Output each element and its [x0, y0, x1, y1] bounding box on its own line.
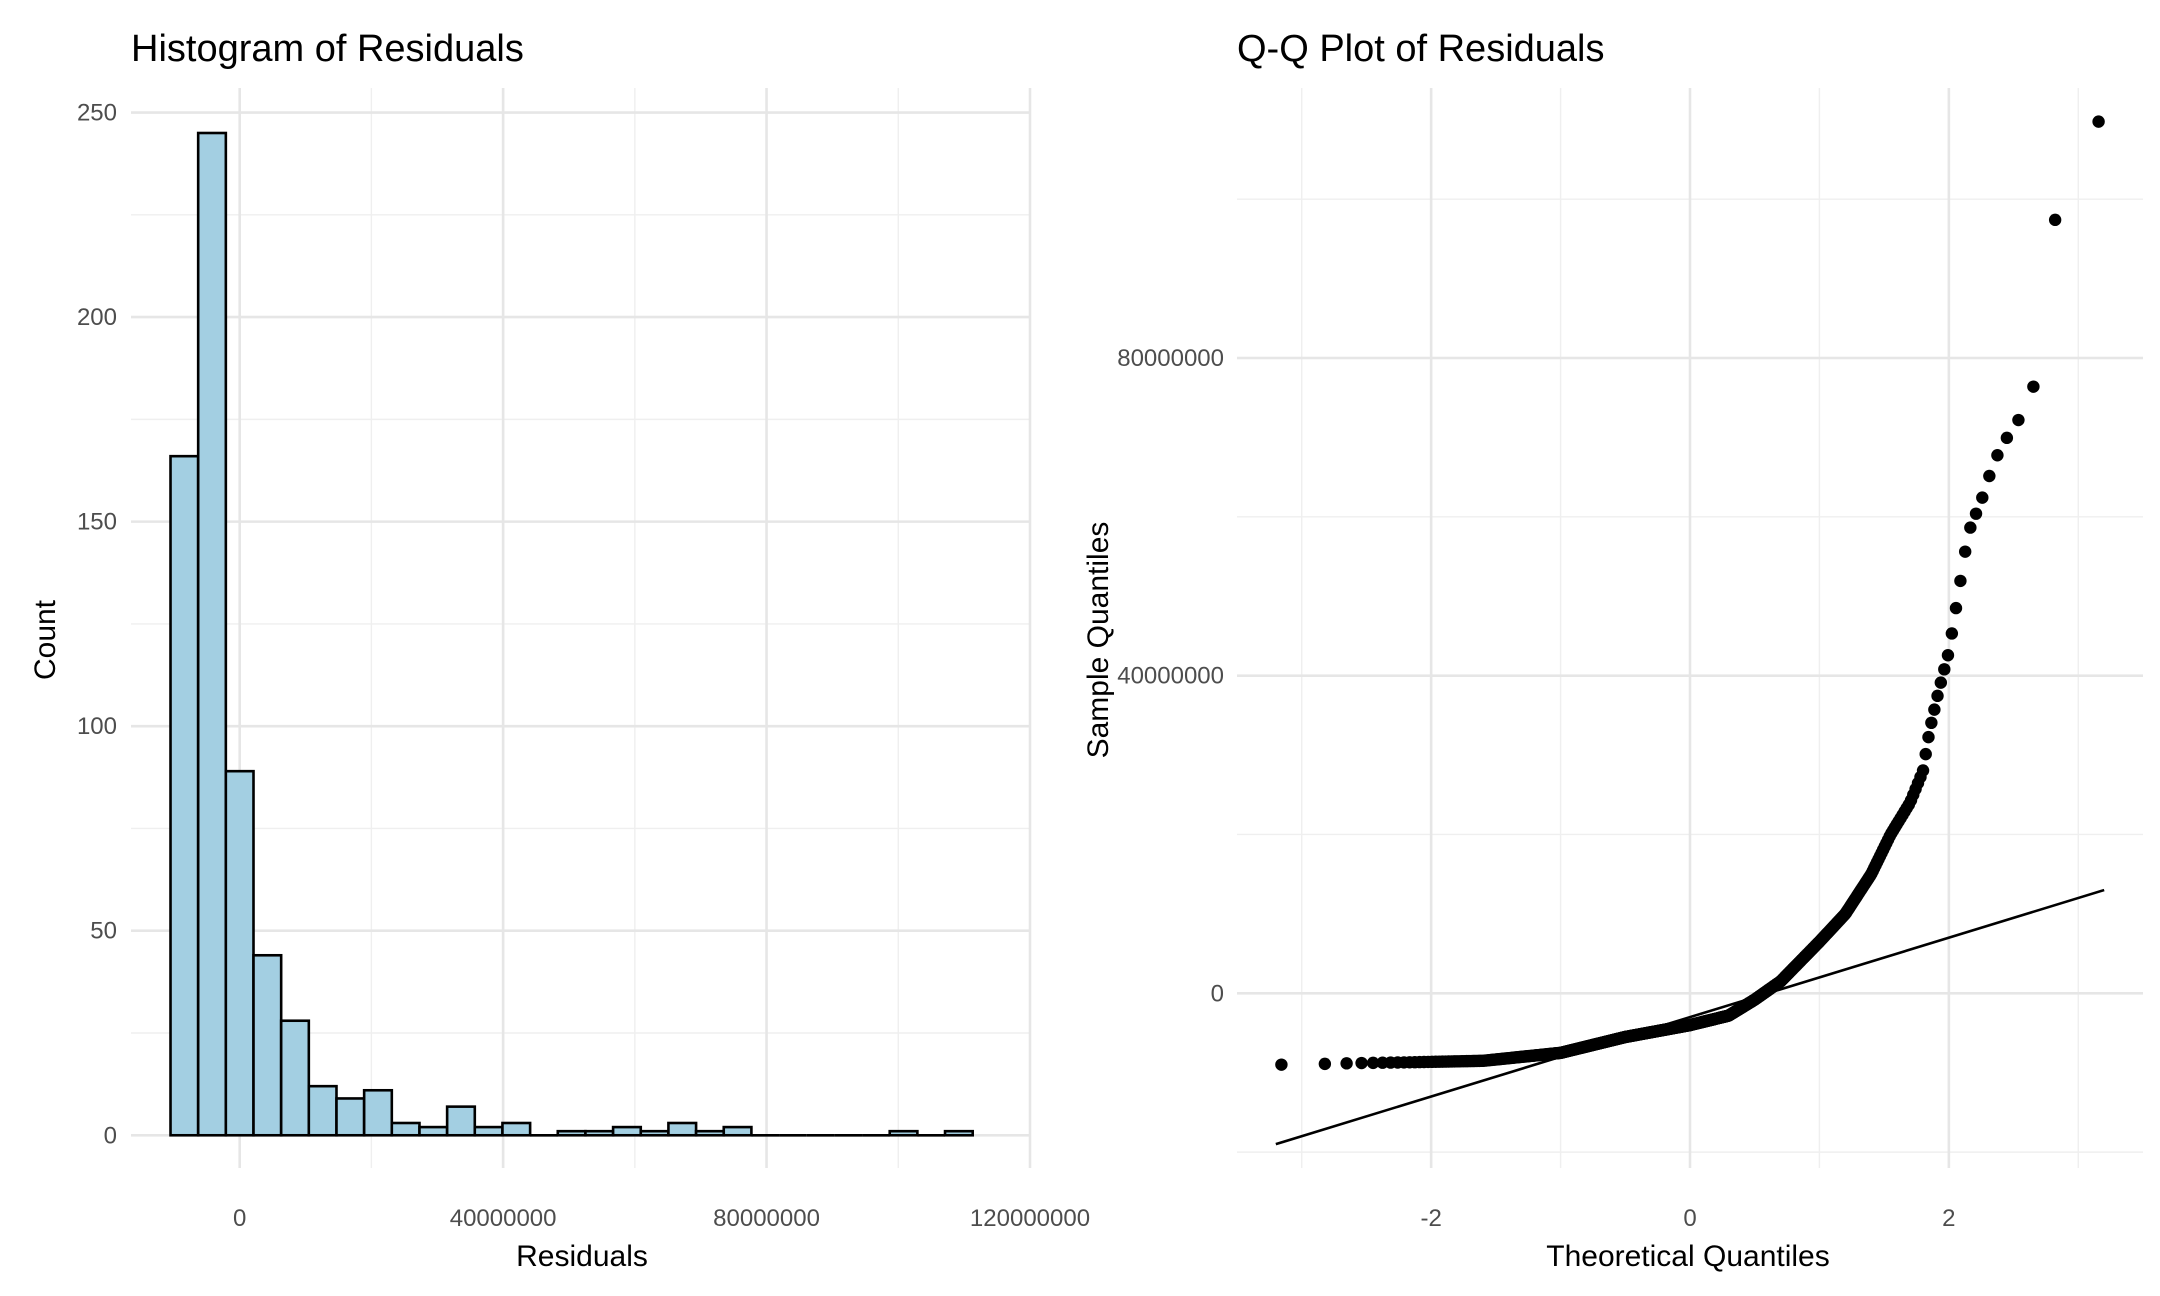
- histogram-bar: [694, 1129, 726, 1137]
- histogram-y-tick-label: 100: [77, 713, 117, 740]
- qq-plot-point: [1983, 469, 1996, 483]
- qq-plot-y-tick-label: 40000000: [1117, 663, 1224, 690]
- histogram-bars: [169, 131, 975, 1137]
- qq-plot-title: Q-Q Plot of Residuals: [1237, 28, 1604, 70]
- histogram-y-ticks: 0 50 100 150 200 250: [77, 100, 117, 1150]
- qq-plot-point: [1925, 716, 1938, 730]
- qq-plot-point: [1938, 663, 1951, 676]
- qq-plot-y-tick-label: 80000000: [1117, 345, 1224, 372]
- qq-plot-x-ticks: -2 0 2: [1420, 1205, 1955, 1232]
- qq-plot-point: [1991, 449, 2004, 462]
- histogram-bar: [943, 1129, 975, 1137]
- qq-plot-point: [1318, 1057, 1332, 1071]
- histogram-y-tick-label: 200: [77, 304, 117, 331]
- qq-plot-reference-line: [1275, 888, 2105, 1146]
- histogram-x-axis-title: Residuals: [516, 1240, 648, 1273]
- qq-plot-point: [1934, 676, 1948, 689]
- qq-plot-y-axis-title: Sample Quantiles: [1082, 522, 1115, 759]
- qq-plot-point: [1945, 627, 1959, 640]
- histogram-bar: [279, 1019, 311, 1137]
- histogram-bar: [307, 1084, 338, 1137]
- qq-plot-point: [1928, 703, 1941, 716]
- qq-plot-y-tick-label: 0: [1211, 980, 1224, 1007]
- qq-plot-reference-line-group: [1275, 888, 2105, 1146]
- histogram-bar: [362, 1088, 394, 1137]
- histogram-bar: [445, 1105, 477, 1137]
- qq-plot-gridlines: [1237, 88, 2143, 1168]
- histogram-bar: [473, 1125, 504, 1137]
- histogram-panel: Histogram of Residuals 0 40000000 80000000…: [29, 28, 1090, 1273]
- histogram-x-tick-label: 0: [233, 1205, 246, 1232]
- qq-plot-point: [1976, 491, 1989, 504]
- histogram-bar: [196, 131, 228, 1137]
- qq-plot-x-tick-label: 2: [1942, 1205, 1955, 1232]
- qq-plot-point: [2092, 115, 2105, 128]
- qq-plot-x-tick-label: -2: [1420, 1205, 1441, 1232]
- qq-plot-point: [2027, 380, 2040, 393]
- qq-plot-point: [1949, 601, 1963, 615]
- histogram-bar: [252, 953, 283, 1137]
- qq-plot-point: [2000, 431, 2014, 445]
- qq-plot-point: [1340, 1057, 1353, 1070]
- qq-plot-point: [1916, 764, 1930, 777]
- histogram-y-tick-label: 50: [90, 918, 117, 945]
- histogram-y-tick-label: 250: [77, 100, 117, 127]
- histogram-x-ticks: 0 40000000 80000000 120000000: [233, 1205, 1090, 1232]
- qq-plot-point: [1922, 730, 1935, 744]
- histogram-bar: [584, 1129, 615, 1137]
- qq-plot-point: [1964, 521, 1977, 534]
- qq-plot-point: [2012, 413, 2025, 427]
- qq-plot-y-ticks: 0 40000000 80000000: [1117, 345, 1224, 1007]
- qq-plot-point: [1355, 1056, 1368, 1070]
- histogram-bar: [722, 1125, 753, 1137]
- histogram-bar: [888, 1129, 919, 1137]
- histogram-bar: [418, 1125, 449, 1137]
- qq-plot-point: [2048, 213, 2062, 227]
- qq-plot-point: [1931, 689, 1944, 703]
- histogram-y-tick-label: 150: [77, 509, 117, 536]
- histogram-y-axis-title: Count: [29, 599, 62, 680]
- histogram-x-tick-label: 120000000: [970, 1205, 1090, 1232]
- histogram-bar: [335, 1097, 366, 1137]
- qq-plot-point: [1969, 507, 1983, 520]
- histogram-bar: [611, 1125, 643, 1137]
- histogram-bar: [556, 1129, 587, 1137]
- histogram-bar: [667, 1121, 698, 1137]
- qq-plot-points: [1275, 115, 2105, 1071]
- histogram-y-tick-label: 0: [104, 1122, 117, 1149]
- histogram-bar: [224, 769, 255, 1137]
- qq-plot-point: [1941, 649, 1955, 662]
- histogram-x-tick-label: 40000000: [450, 1205, 557, 1232]
- histogram-bar: [390, 1121, 421, 1137]
- qq-plot-x-tick-label: 0: [1683, 1205, 1696, 1232]
- qq-plot-point: [1954, 574, 1967, 588]
- qq-plot-panel: Q-Q Plot of Residuals -2 0 2 0 40000000 8000…: [1082, 28, 2143, 1273]
- qq-plot-x-axis-title: Theoretical Quantiles: [1546, 1240, 1829, 1273]
- histogram-bar: [501, 1121, 532, 1137]
- qq-plot-point: [1366, 1056, 1380, 1070]
- histogram-bar: [169, 454, 200, 1137]
- histogram-bar: [639, 1129, 670, 1137]
- qq-plot-point: [1958, 545, 1972, 558]
- histogram-title: Histogram of Residuals: [131, 28, 524, 70]
- qq-plot-point: [1919, 747, 1932, 761]
- qq-plot-point: [1275, 1058, 1288, 1071]
- histogram-x-tick-label: 80000000: [713, 1205, 820, 1232]
